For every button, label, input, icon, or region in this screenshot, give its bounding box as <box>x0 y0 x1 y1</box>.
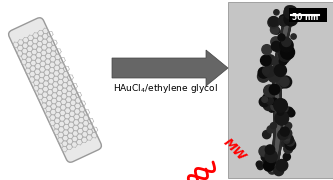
Circle shape <box>280 76 292 88</box>
Circle shape <box>260 147 269 156</box>
Circle shape <box>259 97 269 107</box>
Circle shape <box>289 17 294 22</box>
Text: 50 nm: 50 nm <box>292 14 318 22</box>
Bar <box>228 2 333 178</box>
Text: MW: MW <box>221 136 249 164</box>
Circle shape <box>263 161 274 171</box>
Circle shape <box>275 112 289 125</box>
FancyArrow shape <box>112 50 228 86</box>
Circle shape <box>271 41 281 51</box>
Text: HAuCl$_4$/ethylene glycol: HAuCl$_4$/ethylene glycol <box>113 82 217 95</box>
Circle shape <box>285 140 296 150</box>
Circle shape <box>262 68 270 75</box>
Circle shape <box>279 77 289 86</box>
Bar <box>289 8 327 22</box>
Circle shape <box>282 49 290 57</box>
Circle shape <box>280 127 289 136</box>
Circle shape <box>287 109 295 117</box>
Circle shape <box>279 15 289 24</box>
Circle shape <box>265 145 275 154</box>
Circle shape <box>270 26 279 34</box>
Circle shape <box>280 39 293 52</box>
Circle shape <box>279 15 288 24</box>
Circle shape <box>278 112 288 122</box>
Circle shape <box>274 10 279 15</box>
Circle shape <box>272 57 281 66</box>
Circle shape <box>274 166 284 176</box>
Circle shape <box>257 71 269 82</box>
Circle shape <box>282 37 291 46</box>
Circle shape <box>271 98 278 105</box>
Circle shape <box>284 138 289 143</box>
Circle shape <box>282 129 292 138</box>
Circle shape <box>271 102 279 111</box>
Circle shape <box>264 155 276 167</box>
Circle shape <box>259 146 269 157</box>
Circle shape <box>270 123 276 129</box>
Circle shape <box>261 153 269 161</box>
Circle shape <box>280 55 287 62</box>
Circle shape <box>258 67 269 78</box>
Circle shape <box>282 55 288 62</box>
Circle shape <box>284 107 293 116</box>
Circle shape <box>271 37 281 47</box>
Circle shape <box>276 47 281 53</box>
Circle shape <box>268 71 280 82</box>
Circle shape <box>262 45 272 55</box>
Circle shape <box>267 126 274 133</box>
Circle shape <box>279 49 292 62</box>
FancyBboxPatch shape <box>9 18 102 162</box>
Circle shape <box>286 138 294 146</box>
Circle shape <box>291 34 296 39</box>
Circle shape <box>279 57 287 65</box>
Circle shape <box>262 97 268 102</box>
Circle shape <box>278 34 285 41</box>
Circle shape <box>263 94 269 100</box>
Circle shape <box>285 122 292 129</box>
Circle shape <box>257 163 263 170</box>
Circle shape <box>260 55 271 66</box>
Circle shape <box>284 135 290 141</box>
Circle shape <box>283 57 289 63</box>
Circle shape <box>274 99 287 112</box>
Circle shape <box>269 106 275 112</box>
Circle shape <box>273 28 280 34</box>
Circle shape <box>265 150 277 163</box>
Circle shape <box>266 97 273 104</box>
Circle shape <box>280 104 288 112</box>
Circle shape <box>278 16 288 26</box>
Circle shape <box>277 78 287 88</box>
Circle shape <box>283 153 290 160</box>
Circle shape <box>265 55 275 66</box>
Circle shape <box>263 66 275 77</box>
Circle shape <box>274 64 286 76</box>
Circle shape <box>294 12 302 20</box>
Circle shape <box>268 17 279 28</box>
Circle shape <box>256 161 262 167</box>
Circle shape <box>263 100 274 111</box>
Circle shape <box>278 130 288 140</box>
Circle shape <box>286 137 293 144</box>
Circle shape <box>284 6 297 19</box>
Circle shape <box>263 130 271 139</box>
Circle shape <box>277 109 284 115</box>
Circle shape <box>269 84 280 95</box>
Circle shape <box>264 85 276 97</box>
Circle shape <box>263 159 271 167</box>
Circle shape <box>284 145 293 153</box>
Circle shape <box>281 45 294 59</box>
Circle shape <box>276 159 288 171</box>
Circle shape <box>283 134 293 144</box>
Circle shape <box>269 17 279 26</box>
Circle shape <box>282 141 288 147</box>
Circle shape <box>284 12 298 26</box>
